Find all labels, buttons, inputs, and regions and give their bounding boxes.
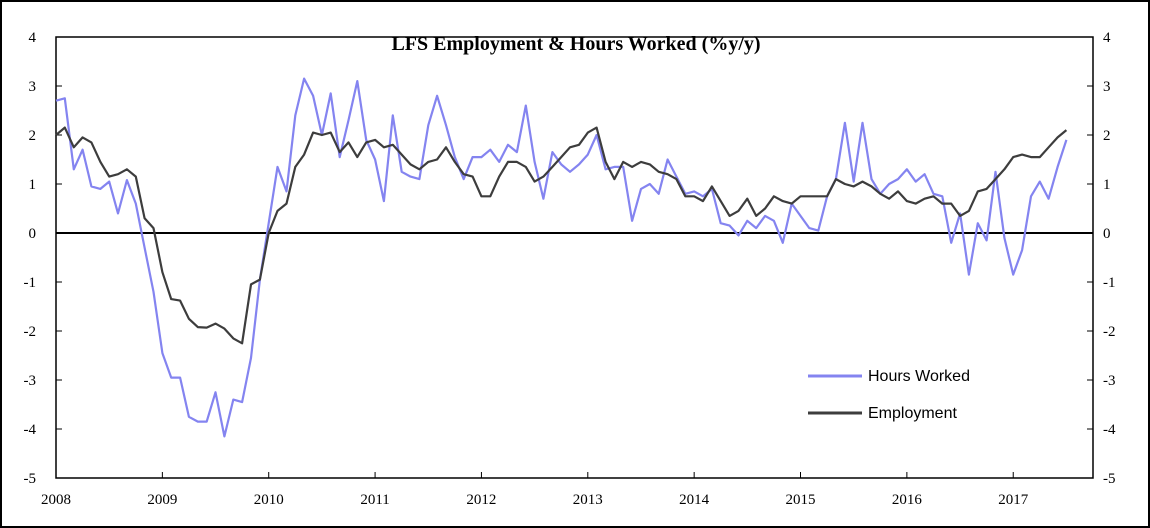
series-line-employment	[55, 126, 1068, 345]
x-tick-label: 2012	[466, 492, 496, 508]
legend: Hours Worked Employment	[808, 368, 970, 422]
right-tick-label: 4	[1103, 30, 1111, 46]
x-tick-label: 2010	[254, 492, 284, 508]
legend-label: Hours Worked	[868, 368, 970, 385]
left-tick-label: 0	[29, 226, 37, 242]
right-tick-label: -1	[1103, 275, 1116, 291]
left-tick-label: 4	[29, 30, 37, 46]
left-tick-label: -1	[24, 275, 37, 291]
left-tick-label: -2	[24, 324, 37, 340]
legend-label: Employment	[868, 405, 957, 422]
series-line-hours-worked	[55, 77, 1068, 438]
x-axis: 2008 2009 2010 2011 2012 2013 2014 2015 2016 2017	[41, 472, 1029, 508]
right-tick-label: -5	[1103, 471, 1116, 487]
x-tick-label: 2017	[998, 492, 1029, 508]
left-tick-label: 2	[29, 128, 37, 144]
x-tick-label: 2015	[786, 492, 816, 508]
left-axis: 4 3 2 1 0 -1 -2 -3 -4 -5	[24, 30, 62, 487]
plot-area	[55, 36, 1094, 479]
chart-title: LFS Employment & Hours Worked (%y/y)	[391, 33, 760, 55]
series-layer	[55, 77, 1068, 438]
right-tick-label: 3	[1103, 79, 1111, 95]
left-tick-label: 3	[29, 79, 37, 95]
left-tick-label: 1	[29, 177, 37, 193]
right-tick-label: 1	[1103, 177, 1111, 193]
right-tick-label: -3	[1103, 373, 1116, 389]
right-tick-label: 0	[1103, 226, 1111, 242]
x-tick-label: 2014	[679, 492, 710, 508]
right-axis: 4 3 2 1 0 -1 -2 -3 -4 -5	[1087, 30, 1116, 487]
right-tick-label: 2	[1103, 128, 1111, 144]
left-tick-label: -3	[24, 373, 37, 389]
left-tick-label: -5	[24, 471, 37, 487]
x-tick-label: 2013	[573, 492, 603, 508]
x-tick-label: 2009	[147, 492, 177, 508]
x-tick-label: 2011	[360, 492, 389, 508]
x-tick-label: 2008	[41, 492, 71, 508]
x-tick-label: 2016	[892, 492, 923, 508]
right-tick-label: -4	[1103, 422, 1116, 438]
right-tick-label: -2	[1103, 324, 1116, 340]
left-tick-label: -4	[24, 422, 37, 438]
